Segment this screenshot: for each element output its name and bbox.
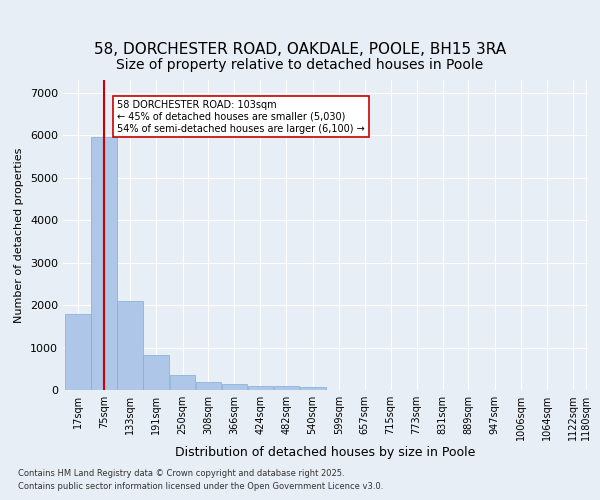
Bar (221, 384, 247, 390)
Bar (118, 301, 143, 390)
Bar (196, 382, 221, 390)
Text: 58, DORCHESTER ROAD, OAKDALE, POOLE, BH15 3RA: 58, DORCHESTER ROAD, OAKDALE, POOLE, BH1… (94, 42, 506, 58)
Text: Contains HM Land Registry data © Crown copyright and database right 2025.: Contains HM Land Registry data © Crown c… (18, 468, 344, 477)
Bar (299, 386, 325, 390)
Bar (91, 138, 117, 390)
Y-axis label: Number of detached properties: Number of detached properties (14, 148, 25, 322)
Text: 58 DORCHESTER ROAD: 103sqm
← 45% of detached houses are smaller (5,030)
54% of s: 58 DORCHESTER ROAD: 103sqm ← 45% of deta… (117, 100, 365, 134)
Text: Size of property relative to detached houses in Poole: Size of property relative to detached ho… (116, 58, 484, 71)
Bar (274, 386, 299, 390)
Bar (170, 375, 195, 390)
Bar (143, 355, 169, 390)
Bar (248, 386, 273, 390)
Bar (65, 314, 91, 390)
Text: Contains public sector information licensed under the Open Government Licence v3: Contains public sector information licen… (18, 482, 383, 491)
X-axis label: Distribution of detached houses by size in Poole: Distribution of detached houses by size … (175, 446, 476, 459)
